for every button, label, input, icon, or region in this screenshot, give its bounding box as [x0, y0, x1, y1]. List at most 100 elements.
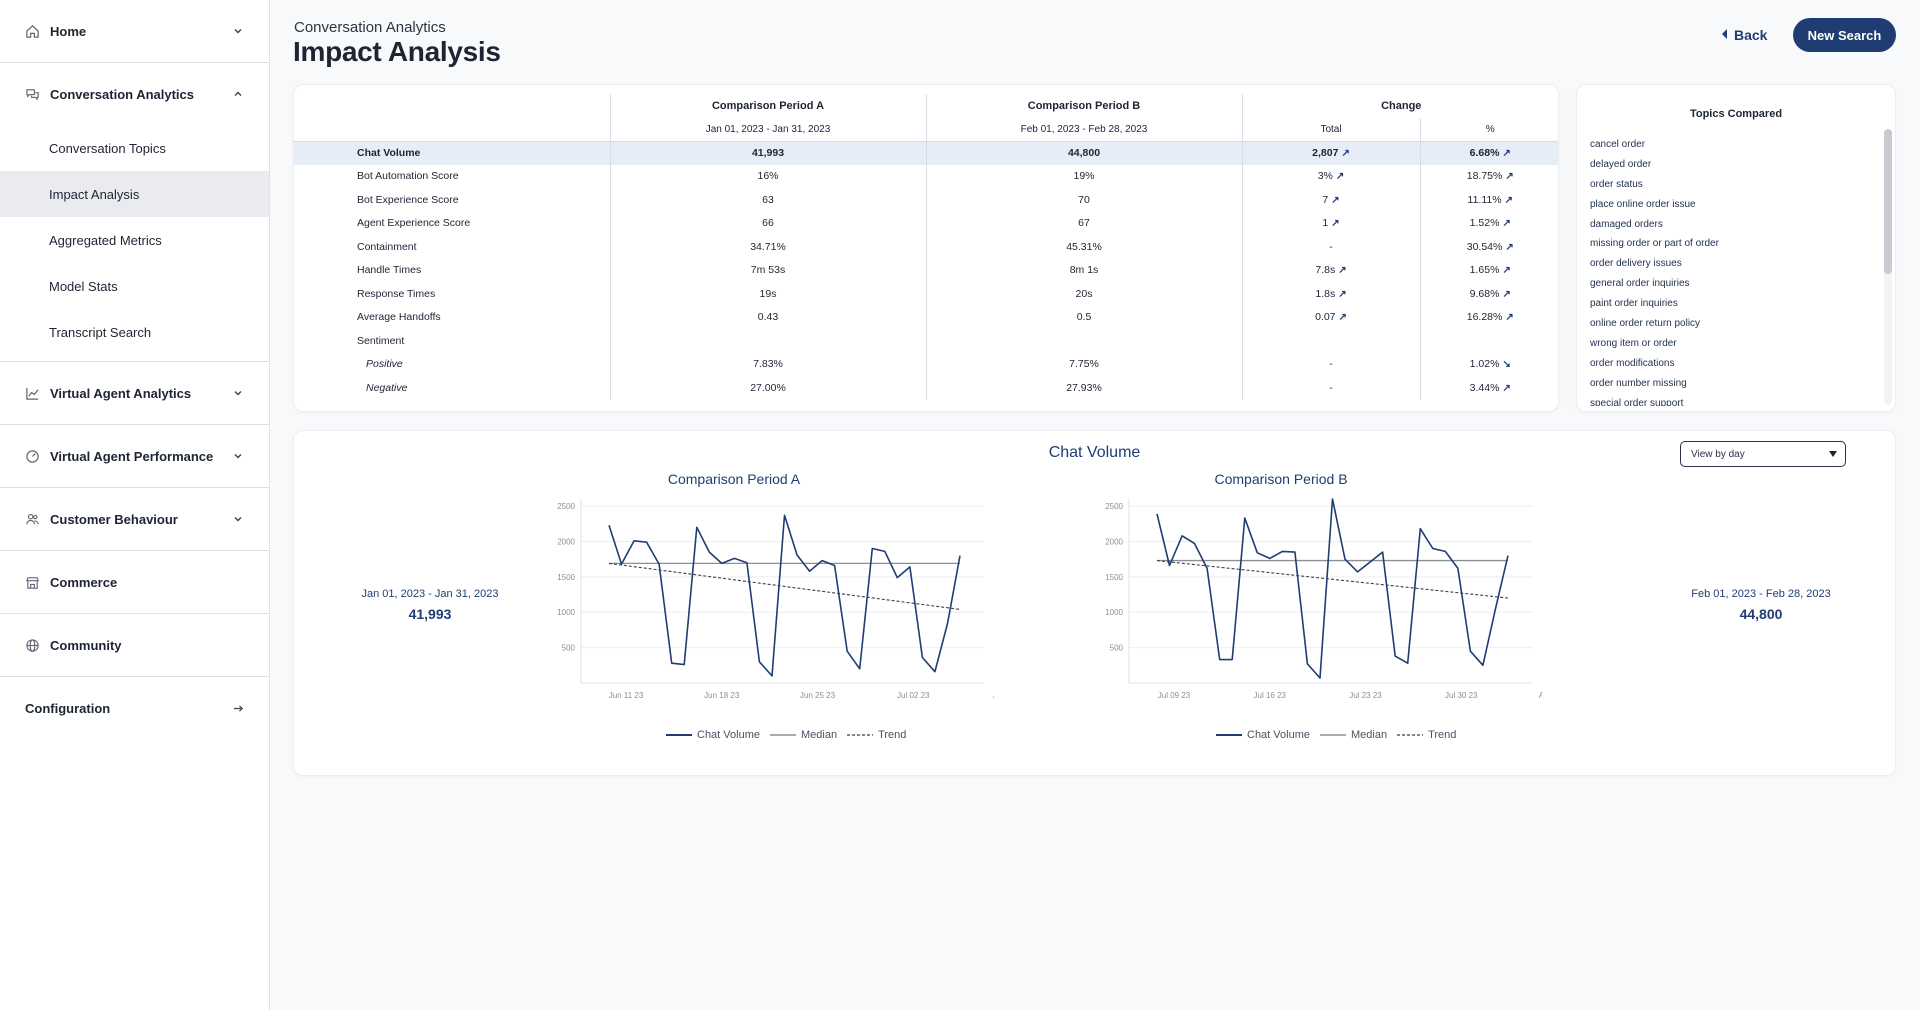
legend-item-series: Chat Volume [1216, 729, 1310, 741]
col-range-b: Feb 01, 2023 - Feb 28, 2023 [925, 117, 1242, 142]
cell-period-b: 44,800 [925, 141, 1242, 165]
caret-left-icon [1720, 27, 1728, 43]
cell-period-b: 19% [925, 164, 1242, 188]
view-by-select[interactable]: View by day [1680, 441, 1846, 467]
cell-metric-value: Response Times [357, 287, 436, 300]
sidebar-item-transcript-search[interactable]: Transcript Search [49, 324, 152, 340]
sidebar-item-impact-analysis[interactable]: Impact Analysis [0, 171, 269, 217]
cell-period-a-value: 66 [762, 217, 774, 230]
x-tick-label: Jul 23 23 [1349, 691, 1382, 700]
cell-change-percent: 11.11% ↗ [1419, 188, 1558, 212]
nav-commerce[interactable]: Commerce [0, 551, 269, 613]
cell-metric: Handle Times [294, 259, 610, 283]
cell-metric-value: Agent Experience Score [357, 217, 471, 230]
nav-home-label: Home [50, 23, 87, 39]
x-tick-label: Jul 30 23 [1445, 691, 1478, 700]
y-tick-label: 2000 [1105, 537, 1123, 546]
topic-item: order delivery issues [1590, 258, 1682, 270]
back-button[interactable]: Back [1720, 22, 1767, 48]
nav-home[interactable]: Home [0, 0, 269, 62]
topics-list[interactable]: cancel order delayed order order status pla… [1590, 138, 1870, 406]
x-tick-label: Jul 09 23 [1158, 691, 1191, 700]
legend-item-series: Chat Volume [666, 729, 760, 741]
chat-volume-chart-card: Chat Volume View by day Jan 01, 2023 - J… [293, 430, 1896, 776]
nav-group-community: Community [0, 614, 269, 677]
cell-change-percent: 6.68% ↗ [1419, 141, 1558, 165]
table-row: Positive 7.83% 7.75% - 1.02% ↘ [294, 352, 1558, 376]
cell-period-a-value: 16% [757, 170, 779, 183]
cell-change-total-value: 1.8s [1315, 287, 1336, 300]
cell-change-percent: 1.02% ↘ [1419, 352, 1558, 376]
nav-commerce-label: Commerce [50, 574, 118, 590]
kpi-period-b: Feb 01, 2023 - Feb 28, 2023 44,800 [1676, 588, 1846, 622]
view-by-select-value: View by day [1691, 448, 1745, 460]
comparison-table-body: Chat Volume 41,993 44,800 2,807 ↗ 6.68% ↗ Bot A… [294, 141, 1558, 400]
y-tick-label: 1500 [1105, 573, 1123, 582]
arrow-up-right-icon: ↗ [1502, 288, 1511, 300]
nav-virtual-agent-performance[interactable]: Virtual Agent Performance [0, 425, 269, 487]
legend-label-median: Median [1350, 729, 1388, 741]
cell-metric: Negative [294, 376, 610, 400]
arrow-up-right-icon: ↗ [1331, 218, 1340, 230]
topic-item: general order inquiries [1590, 278, 1690, 290]
cell-change-total-value: 3% [1317, 170, 1333, 183]
nav-conversation-analytics[interactable]: Conversation Analytics [0, 63, 269, 125]
arrow-up-right-icon: ↗ [1502, 218, 1511, 230]
store-icon [24, 574, 40, 590]
cell-period-a: 34.71% [609, 235, 926, 259]
cell-change-total [1241, 329, 1420, 353]
cell-metric-value: Bot Automation Score [357, 170, 459, 183]
nav-customer-behaviour[interactable]: Customer Behaviour [0, 488, 269, 550]
chevron-down-icon [231, 386, 245, 400]
chevron-down-icon [231, 24, 245, 38]
sidebar-item-aggregated-metrics[interactable]: Aggregated Metrics [49, 232, 162, 248]
cell-change-total: 1.8s ↗ [1241, 282, 1420, 306]
cell-period-a-value: 27.00% [750, 381, 786, 394]
table-row: Negative 27.00% 27.93% - 3.44% ↗ [294, 376, 1558, 400]
x-tick-label: Aug 06 23 [1539, 691, 1542, 700]
sidebar-item-conversation-topics[interactable]: Conversation Topics [49, 140, 166, 156]
cell-change-total-value: 1 [1322, 217, 1329, 230]
cell-metric: Bot Experience Score [294, 188, 610, 212]
cell-metric: Average Handoffs [294, 306, 610, 330]
line-chart-icon [24, 385, 40, 401]
sidebar-item-model-stats[interactable]: Model Stats [49, 278, 118, 294]
new-search-button[interactable]: New Search [1793, 18, 1896, 52]
cell-change-total-value: 7 [1322, 193, 1329, 206]
arrow-up-right-icon: ↗ [1504, 194, 1513, 206]
table-row: Sentiment [294, 329, 1558, 353]
table-row: Response Times 19s 20s 1.8s ↗ 9.68% ↗ [294, 282, 1558, 306]
nav-virtual-agent-analytics-label: Virtual Agent Analytics [50, 385, 192, 401]
topic-item: delayed order [1590, 158, 1652, 170]
topics-scrollbar[interactable] [1884, 129, 1892, 405]
nav-configuration[interactable]: Configuration [0, 677, 269, 739]
topics-scrollbar-thumb[interactable] [1884, 129, 1892, 274]
cell-change-total-value: - [1329, 358, 1333, 371]
trend-line [1156, 560, 1509, 599]
nav-group-configuration: Configuration [0, 677, 269, 739]
cell-metric: Agent Experience Score [294, 212, 610, 236]
arrow-up-right-icon: ↗ [1338, 288, 1347, 300]
cell-metric: Bot Automation Score [294, 165, 610, 189]
kpi-period-a-value: 41,993 [408, 606, 452, 622]
cell-metric: Chat Volume [294, 141, 610, 165]
nav-group-virtual-agent-performance: Virtual Agent Performance [0, 425, 269, 488]
nav-community[interactable]: Community [0, 614, 269, 676]
cell-period-b: 27.93% [925, 376, 1242, 400]
y-tick-label: 2500 [557, 502, 575, 511]
table-row: Agent Experience Score 66 67 1 ↗ 1.52% ↗ [294, 211, 1558, 236]
cell-metric-value: Handle Times [357, 264, 422, 277]
topic-item: online order return policy [1590, 318, 1701, 330]
cell-metric: Sentiment [294, 329, 610, 353]
nav-virtual-agent-analytics[interactable]: Virtual Agent Analytics [0, 362, 269, 424]
nav-community-label: Community [50, 637, 122, 653]
cell-metric-value: Positive [366, 358, 403, 371]
cell-change-percent-value: 1.02% [1469, 358, 1500, 371]
cell-period-b-value: 44,800 [1067, 147, 1101, 159]
back-button-label: Back [1734, 27, 1768, 43]
cell-change-percent-value: 30.54% [1466, 240, 1503, 253]
cell-change-total-value: 2,807 [1312, 147, 1339, 159]
breadcrumb: Conversation Analytics [294, 19, 446, 36]
kpi-period-b-value: 44,800 [1739, 606, 1783, 622]
arrow-up-right-icon: ↗ [1502, 382, 1511, 394]
